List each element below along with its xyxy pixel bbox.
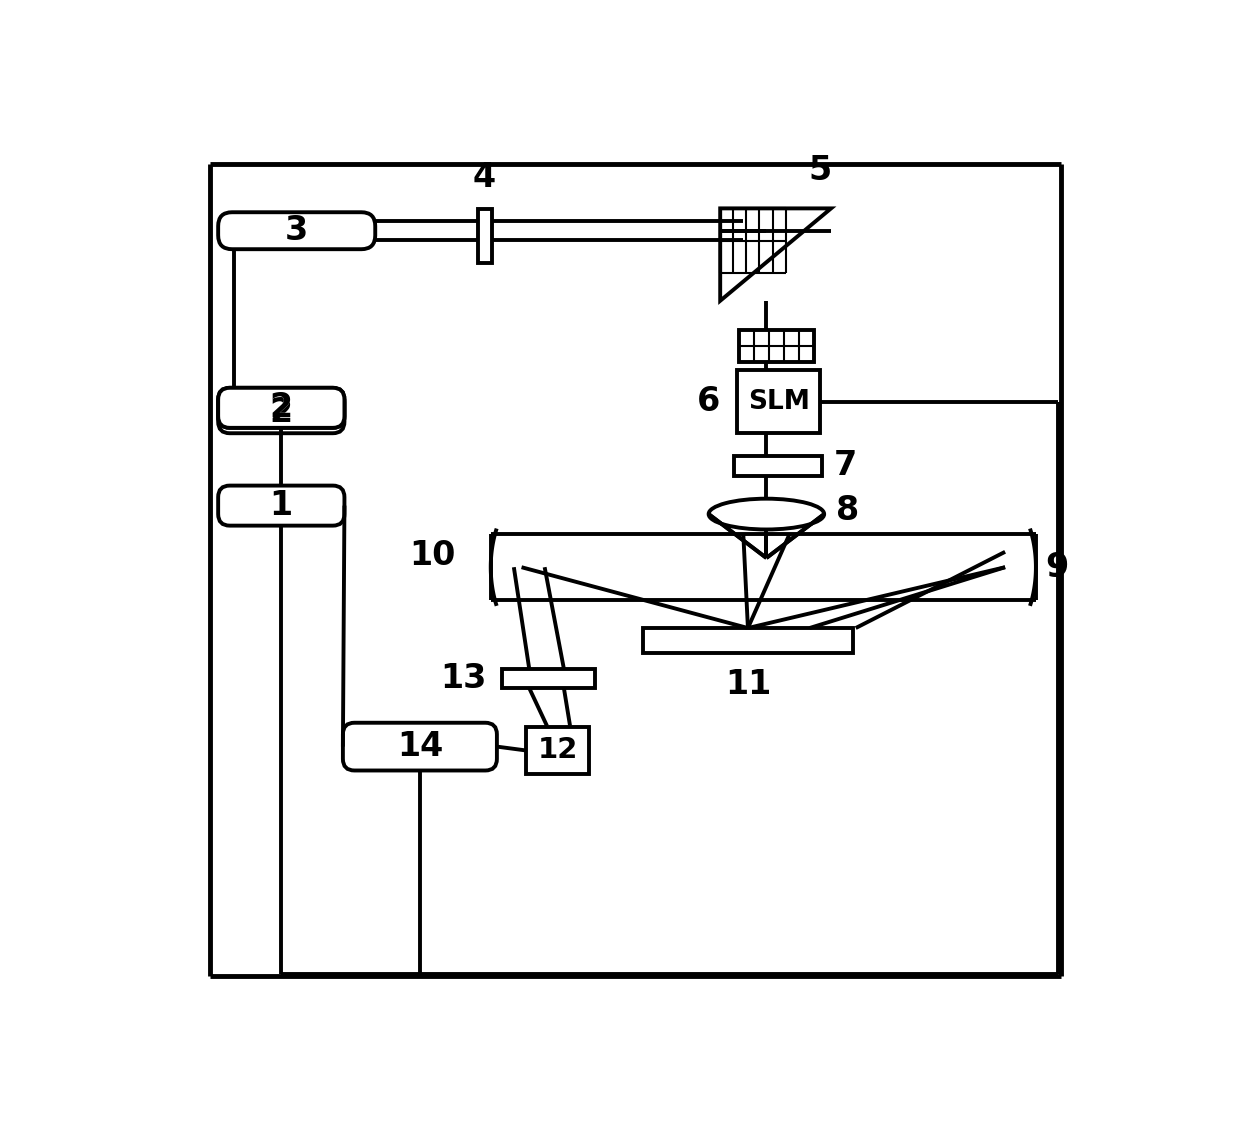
Text: 8: 8	[836, 494, 859, 526]
Text: 4: 4	[472, 161, 496, 194]
Text: 6: 6	[697, 385, 720, 418]
FancyBboxPatch shape	[502, 668, 595, 689]
Text: 2: 2	[270, 391, 293, 425]
FancyBboxPatch shape	[734, 455, 822, 476]
Text: 2: 2	[270, 396, 293, 428]
Text: 12: 12	[538, 736, 578, 764]
FancyBboxPatch shape	[218, 388, 345, 428]
FancyBboxPatch shape	[343, 722, 497, 771]
FancyBboxPatch shape	[644, 628, 853, 653]
Text: 3: 3	[285, 214, 309, 247]
Text: 10: 10	[409, 539, 456, 573]
Text: SLM: SLM	[748, 389, 810, 415]
FancyBboxPatch shape	[218, 388, 345, 428]
FancyBboxPatch shape	[737, 370, 821, 433]
Text: 5: 5	[808, 153, 832, 187]
Text: 14: 14	[397, 730, 443, 763]
FancyBboxPatch shape	[218, 391, 345, 433]
Text: 13: 13	[440, 662, 487, 695]
FancyBboxPatch shape	[218, 486, 345, 525]
FancyBboxPatch shape	[739, 330, 815, 362]
Text: 9: 9	[1045, 551, 1069, 584]
Text: 1: 1	[270, 489, 293, 522]
Text: 11: 11	[725, 668, 771, 701]
Text: 7: 7	[833, 449, 857, 482]
FancyBboxPatch shape	[477, 210, 491, 263]
FancyBboxPatch shape	[218, 212, 376, 249]
Text: 2: 2	[270, 391, 293, 425]
FancyBboxPatch shape	[526, 727, 589, 774]
